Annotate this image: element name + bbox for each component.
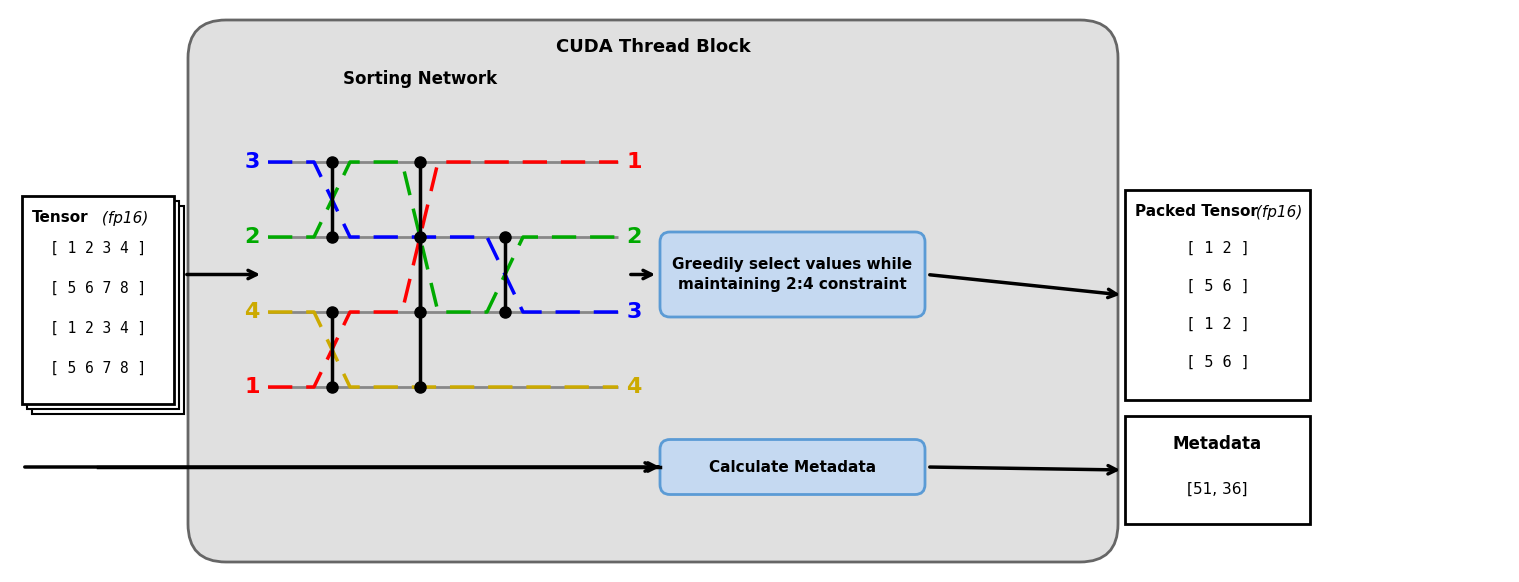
Text: [ 1 2 3 4 ]: [ 1 2 3 4 ]	[50, 321, 146, 335]
Text: 1: 1	[626, 152, 641, 172]
Text: [ 5 6 ]: [ 5 6 ]	[1185, 279, 1250, 293]
Text: Tensor: Tensor	[32, 211, 88, 225]
Text: [ 1 2 3 4 ]: [ 1 2 3 4 ]	[50, 240, 146, 255]
Text: 2: 2	[626, 227, 641, 247]
Bar	[21, 196, 175, 404]
Text: Packed Tensor: Packed Tensor	[1135, 204, 1258, 219]
Text: Calculate Metadata: Calculate Metadata	[709, 460, 876, 474]
Text: (fp16): (fp16)	[97, 211, 149, 225]
Text: 1: 1	[245, 377, 260, 397]
FancyBboxPatch shape	[659, 439, 925, 495]
Text: [ 5 6 ]: [ 5 6 ]	[1185, 354, 1250, 370]
Bar	[1126, 416, 1309, 524]
Bar	[27, 201, 179, 409]
Text: [51, 36]: [51, 36]	[1188, 481, 1247, 496]
Text: [ 5 6 7 8 ]: [ 5 6 7 8 ]	[50, 281, 146, 296]
Text: Sorting Network: Sorting Network	[343, 70, 497, 88]
Bar	[32, 206, 184, 414]
Text: CUDA Thread Block: CUDA Thread Block	[556, 38, 750, 56]
FancyBboxPatch shape	[188, 20, 1118, 562]
Text: [ 1 2 ]: [ 1 2 ]	[1185, 317, 1250, 332]
Text: 2: 2	[245, 227, 260, 247]
Text: 3: 3	[245, 152, 260, 172]
Text: [ 1 2 ]: [ 1 2 ]	[1185, 240, 1250, 255]
Text: Greedily select values while
maintaining 2:4 constraint: Greedily select values while maintaining…	[673, 257, 913, 292]
Bar	[1126, 190, 1309, 400]
Text: 4: 4	[626, 377, 641, 397]
Text: (fp16): (fp16)	[1250, 204, 1302, 219]
Text: Metadata: Metadata	[1173, 435, 1262, 453]
Text: 4: 4	[245, 302, 260, 322]
Text: [ 5 6 7 8 ]: [ 5 6 7 8 ]	[50, 360, 146, 375]
Text: 3: 3	[626, 302, 641, 322]
FancyBboxPatch shape	[659, 232, 925, 317]
